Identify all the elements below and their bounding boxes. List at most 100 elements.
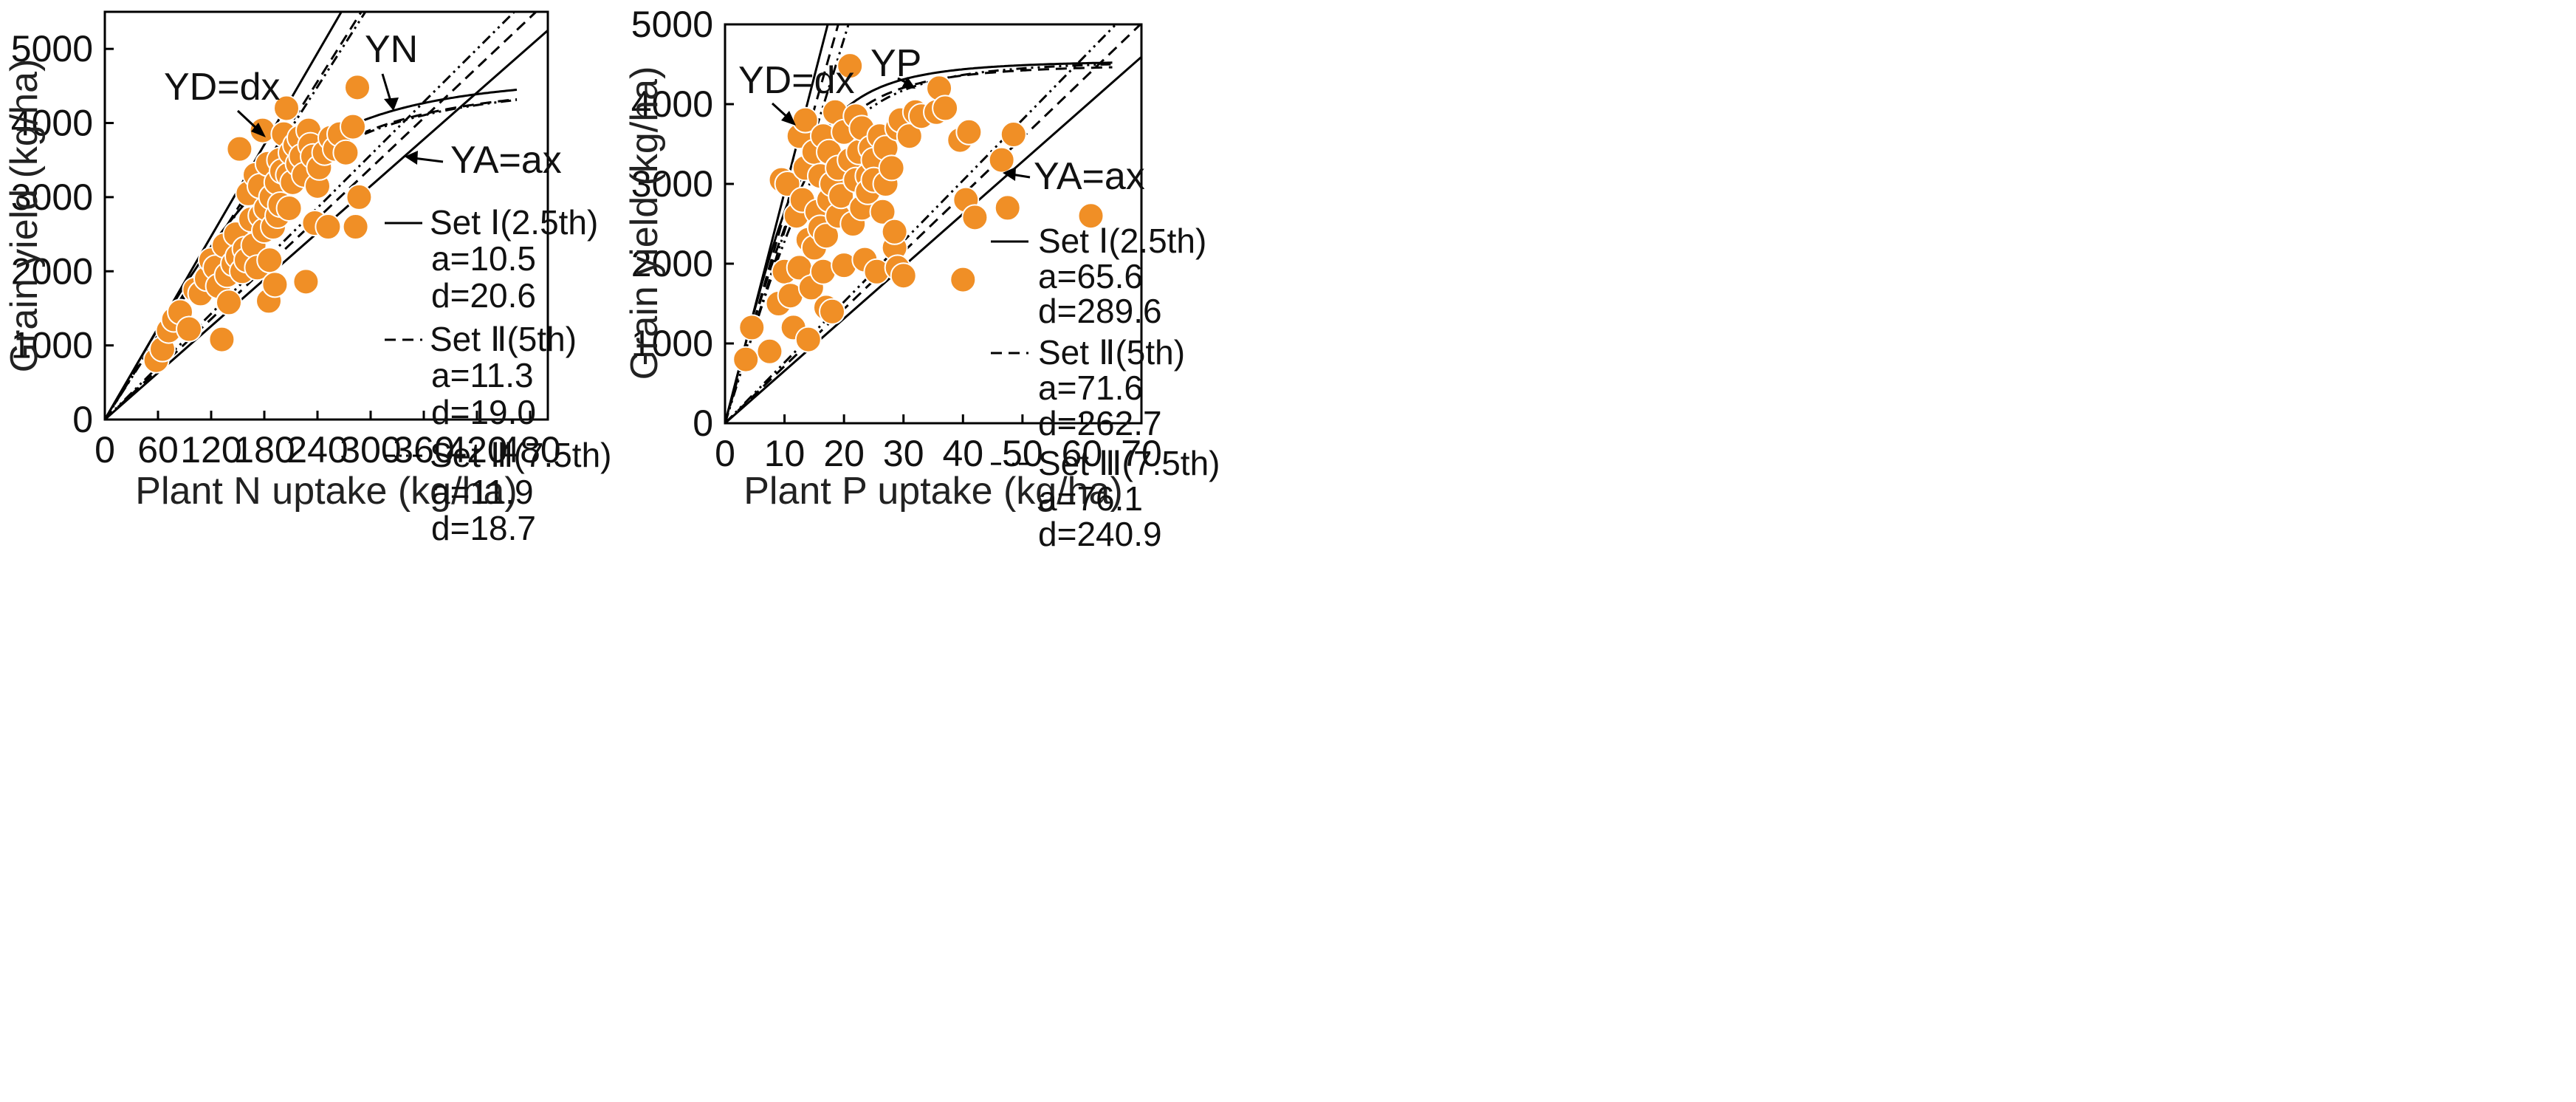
p-data-point: [949, 266, 977, 293]
n-y-tick-label: 1000: [11, 325, 93, 366]
p-data-point: [794, 326, 822, 353]
n-data-point: [226, 135, 253, 162]
n-x-tick-label: 480: [499, 429, 560, 470]
n-annot-yd-arrowhead: [251, 123, 266, 137]
p-y-tick-label: 2000: [631, 243, 713, 284]
n-y-tick-label: 5000: [11, 28, 93, 69]
p-yield-curve-set3: [725, 63, 1113, 423]
p-legend-set2-name: Set Ⅱ(5th): [1038, 333, 1185, 372]
p-x-tick-label: 50: [1002, 433, 1043, 474]
p-data-point: [961, 204, 989, 231]
n-legend-set2-a: a=11.3: [431, 356, 534, 394]
p-y-axis-title: Grain yield (kg/ha): [623, 66, 666, 380]
n-plot-frame: [103, 10, 549, 421]
p-legend-set2-a: a=71.6: [1038, 369, 1143, 407]
p-data-point: [819, 298, 846, 325]
p-annot-yd: YD=dx: [738, 59, 855, 102]
p-x-tick-label: 0: [715, 433, 735, 474]
n-y-tick-label: 0: [72, 399, 93, 440]
p-legend-set3-a: a=76.1: [1038, 479, 1143, 518]
n-legend-set3-d: d=18.7: [431, 509, 536, 547]
n-data-point: [346, 183, 373, 211]
p-data-point: [890, 262, 917, 290]
p-data-point: [869, 198, 896, 225]
n-annot-yn: YN: [365, 28, 418, 71]
n-annot-ya-arrowhead: [405, 151, 418, 165]
p-data-point: [1077, 202, 1105, 230]
p-annot-ya: YA=ax: [1034, 155, 1145, 198]
p-legend-set1-name: Set Ⅰ(2.5th): [1038, 222, 1206, 260]
n-legend-set1-d: d=20.6: [431, 276, 536, 315]
p-y-tick-label: 4000: [631, 83, 713, 125]
n-y-tick-label: 4000: [11, 103, 93, 144]
n-x-tick-label: 360: [393, 429, 454, 470]
p-x-tick-label: 60: [1062, 433, 1103, 474]
p-data-point: [837, 52, 864, 80]
p-data-point: [738, 314, 766, 341]
p-y-tick-label: 0: [693, 403, 713, 444]
p-annot-yd-arrowhead: [781, 111, 796, 126]
n-x-tick-label: 420: [446, 429, 507, 470]
n-data-point: [275, 194, 303, 222]
n-legend: Set Ⅰ(2.5th) a=10.5 d=20.6 Set Ⅱ(5th) a=…: [385, 203, 612, 547]
n-legend-set2-name: Set Ⅱ(5th): [430, 320, 577, 358]
p-data-point: [1000, 121, 1027, 148]
n-legend-set3-name: Set Ⅲ(7.5th): [430, 436, 612, 474]
p-uptake-chart: 0 10 20 30 40 50 60 70 0 1000 2000 3000 4000 5000 Pl…: [623, 4, 1220, 553]
p-annot-ya-arrowhead: [1003, 167, 1016, 181]
n-data-point: [273, 95, 300, 122]
n-legend-set3-a: a=11.9: [431, 473, 534, 511]
p-legend-set3-name: Set Ⅲ(7.5th): [1038, 444, 1220, 482]
n-data-point: [332, 139, 360, 166]
p-legend-set3-d: d=240.9: [1038, 515, 1162, 553]
n-x-tick-label: 240: [286, 429, 348, 470]
n-x-axis-title: Plant N uptake (kg/ha): [135, 470, 517, 513]
n-ya-line-set1: [105, 29, 548, 420]
p-x-axis-title: Plant P uptake (kg/ha): [743, 470, 1123, 513]
p-legend-set1-d: d=289.6: [1038, 292, 1162, 330]
n-scatter-points: [142, 74, 373, 374]
n-x-tick-label: 60: [137, 429, 179, 470]
n-legend-set1-name: Set Ⅰ(2.5th): [430, 203, 598, 242]
n-data-point: [292, 268, 320, 295]
n-x-tick-label: 180: [233, 429, 295, 470]
n-data-point: [208, 326, 236, 353]
n-data-point: [261, 271, 289, 298]
p-data-point: [988, 146, 1015, 174]
n-ya-line-set3: [105, 12, 516, 420]
p-x-tick-label: 40: [942, 433, 983, 474]
p-x-tick-label: 30: [883, 433, 924, 474]
p-x-tick-label: 70: [1121, 433, 1162, 474]
p-x-tick-label: 10: [764, 433, 806, 474]
n-data-point: [315, 213, 342, 241]
n-data-point: [216, 289, 242, 316]
n-y-tick-label: 3000: [11, 177, 93, 218]
p-data-point: [932, 95, 959, 122]
p-annot-yp: YP: [870, 42, 921, 85]
p-data-point: [955, 118, 983, 146]
p-legend-set1-a: a=65.6: [1038, 257, 1143, 295]
n-y-ticks: 0 1000 2000 3000 4000 5000: [11, 28, 114, 440]
n-y-axis-title: Grain yield (kg/ha): [3, 59, 46, 373]
p-y-tick-label: 5000: [631, 4, 713, 45]
n-legend-set2-d: d=19.0: [431, 393, 536, 431]
n-data-point: [344, 74, 371, 101]
p-y-tick-label: 3000: [631, 163, 713, 205]
p-legend-set2-d: d=262.7: [1038, 404, 1162, 442]
p-x-ticks: 0 10 20 30 40 50 60 70: [715, 414, 1162, 474]
n-data-point: [340, 113, 366, 140]
n-legend-set1-a: a=10.5: [431, 239, 536, 278]
n-annot-ya: YA=ax: [450, 139, 562, 182]
p-plot-frame: [724, 23, 1143, 425]
n-y-tick-label: 2000: [11, 250, 93, 292]
n-x-tick-label: 0: [95, 429, 115, 470]
n-annot-yd: YD=dx: [164, 66, 281, 109]
p-data-point: [878, 154, 905, 182]
n-annot-ya-arrow-line: [413, 157, 444, 163]
p-legend: Set Ⅰ(2.5th) a=65.6 d=289.6 Set Ⅱ(5th) a…: [991, 222, 1220, 553]
p-y-tick-label: 1000: [631, 323, 713, 364]
n-annot-yn-arrowhead: [384, 97, 399, 111]
